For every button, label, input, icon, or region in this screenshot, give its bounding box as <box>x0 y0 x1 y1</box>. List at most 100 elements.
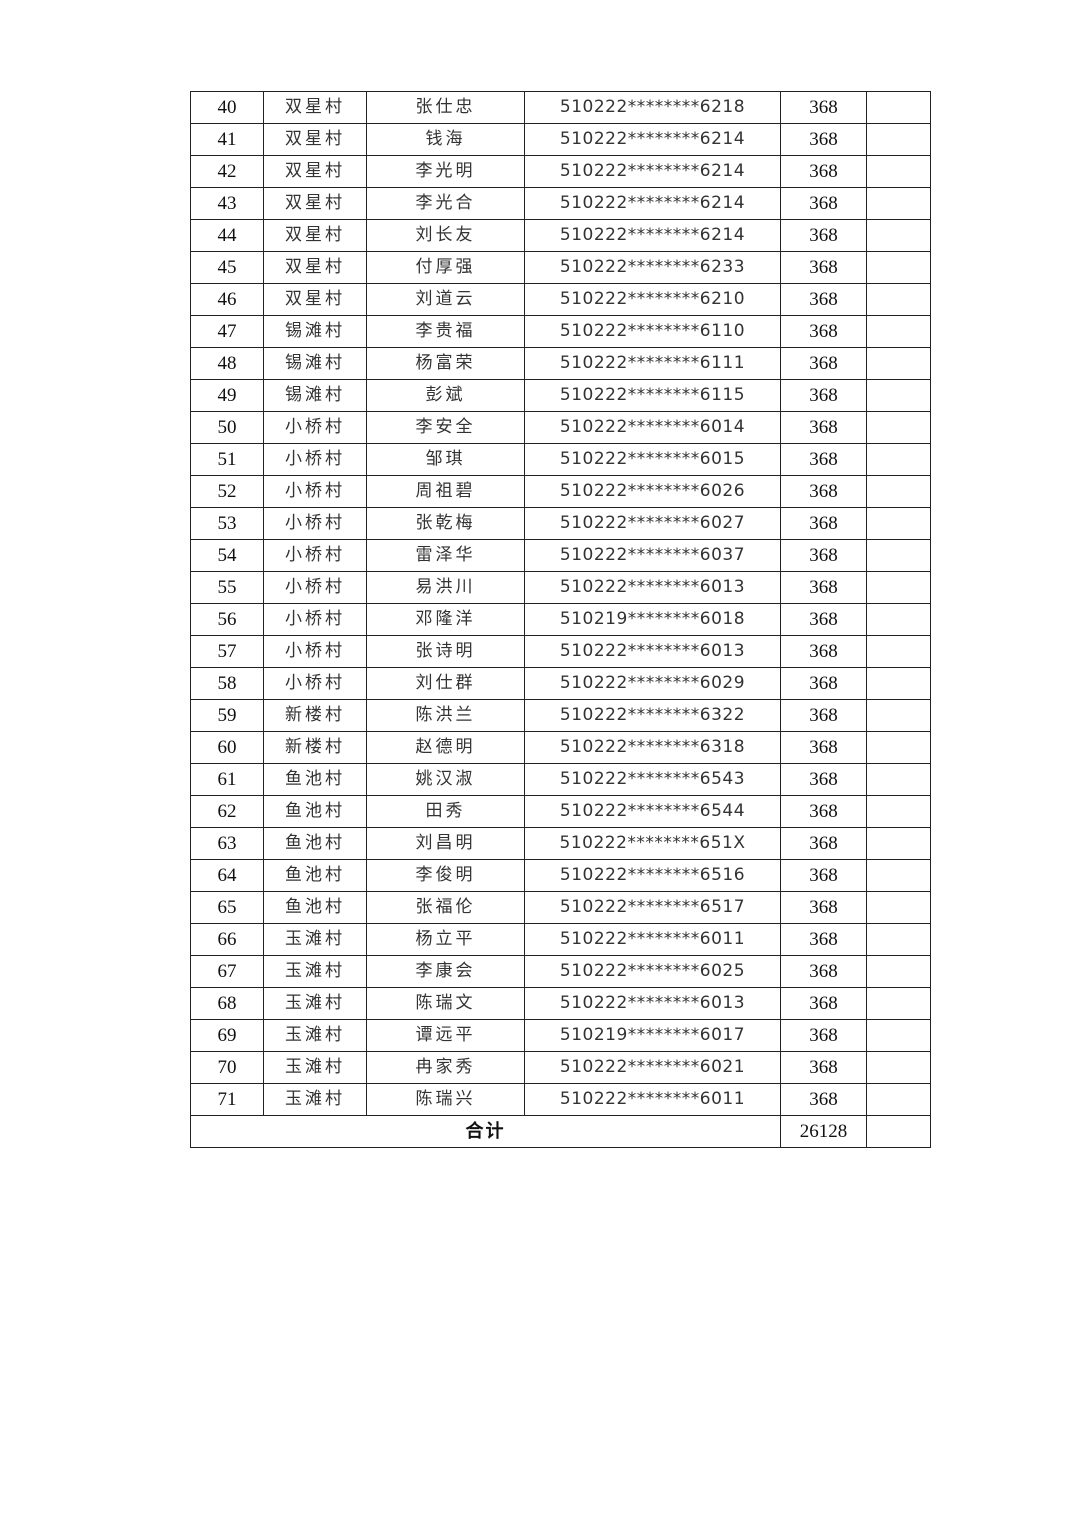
name-cell: 田秀 <box>366 795 525 828</box>
village-cell: 双星村 <box>263 123 367 156</box>
row-number: 63 <box>190 827 264 860</box>
id-number-cell: 510222********6027 <box>524 507 781 540</box>
village-cell: 小桥村 <box>263 411 367 444</box>
id-number-cell: 510222********6517 <box>524 891 781 924</box>
row-number: 55 <box>190 571 264 604</box>
remark-cell <box>866 187 931 220</box>
name-cell: 刘仕群 <box>366 667 525 700</box>
row-number: 62 <box>190 795 264 828</box>
remark-cell <box>866 1051 931 1084</box>
id-number-cell: 510222********6214 <box>524 187 781 220</box>
amount-cell: 368 <box>780 347 867 380</box>
amount-cell: 368 <box>780 923 867 956</box>
id-number-cell: 510222********6214 <box>524 155 781 188</box>
village-cell: 小桥村 <box>263 603 367 636</box>
remark-cell <box>866 603 931 636</box>
row-number: 58 <box>190 667 264 700</box>
row-number: 70 <box>190 1051 264 1084</box>
table-row: 53 小桥村 张乾梅 510222********6027 368 <box>190 507 931 540</box>
name-cell: 李康会 <box>366 955 525 988</box>
remark-cell <box>866 155 931 188</box>
amount-cell: 368 <box>780 475 867 508</box>
remark-cell <box>866 699 931 732</box>
id-number-cell: 510222********6322 <box>524 699 781 732</box>
remark-cell <box>866 955 931 988</box>
row-number: 59 <box>190 699 264 732</box>
name-cell: 刘昌明 <box>366 827 525 860</box>
amount-cell: 368 <box>780 379 867 412</box>
name-cell: 雷泽华 <box>366 539 525 572</box>
remark-cell <box>866 91 931 124</box>
remark-cell <box>866 379 931 412</box>
village-cell: 小桥村 <box>263 667 367 700</box>
remark-cell <box>866 1083 931 1116</box>
amount-cell: 368 <box>780 731 867 764</box>
table-row: 56 小桥村 邓隆洋 510219********6018 368 <box>190 603 931 636</box>
row-number: 44 <box>190 219 264 252</box>
id-number-cell: 510222********6021 <box>524 1051 781 1084</box>
row-number: 61 <box>190 763 264 796</box>
village-cell: 玉滩村 <box>263 1019 367 1052</box>
table-row: 51 小桥村 邹琪 510222********6015 368 <box>190 443 931 476</box>
table-body: 40 双星村 张仕忠 510222********6218 368 41 双星村 钱海 5102… <box>190 91 931 1116</box>
village-cell: 小桥村 <box>263 539 367 572</box>
amount-cell: 368 <box>780 219 867 252</box>
row-number: 71 <box>190 1083 264 1116</box>
remark-cell <box>866 507 931 540</box>
table-row: 69 玉滩村 谭远平 510219********6017 368 <box>190 1019 931 1052</box>
village-cell: 玉滩村 <box>263 955 367 988</box>
village-cell: 小桥村 <box>263 475 367 508</box>
name-cell: 李光明 <box>366 155 525 188</box>
row-number: 42 <box>190 155 264 188</box>
amount-cell: 368 <box>780 891 867 924</box>
remark-cell <box>866 219 931 252</box>
id-number-cell: 510222********6210 <box>524 283 781 316</box>
amount-cell: 368 <box>780 571 867 604</box>
amount-cell: 368 <box>780 763 867 796</box>
row-number: 57 <box>190 635 264 668</box>
id-number-cell: 510222********6543 <box>524 763 781 796</box>
remark-cell <box>866 667 931 700</box>
amount-cell: 368 <box>780 827 867 860</box>
amount-cell: 368 <box>780 507 867 540</box>
table-row: 42 双星村 李光明 510222********6214 368 <box>190 155 931 188</box>
village-cell: 小桥村 <box>263 507 367 540</box>
village-cell: 双星村 <box>263 91 367 124</box>
table-row: 67 玉滩村 李康会 510222********6025 368 <box>190 955 931 988</box>
id-number-cell: 510222********6218 <box>524 91 781 124</box>
id-number-cell: 510222********6029 <box>524 667 781 700</box>
row-number: 53 <box>190 507 264 540</box>
row-number: 50 <box>190 411 264 444</box>
table-row: 40 双星村 张仕忠 510222********6218 368 <box>190 91 931 124</box>
row-number: 54 <box>190 539 264 572</box>
remark-cell <box>866 987 931 1020</box>
name-cell: 李贵福 <box>366 315 525 348</box>
table-row: 60 新楼村 赵德明 510222********6318 368 <box>190 731 931 764</box>
id-number-cell: 510222********6026 <box>524 475 781 508</box>
village-cell: 双星村 <box>263 187 367 220</box>
amount-cell: 368 <box>780 411 867 444</box>
name-cell: 陈瑞文 <box>366 987 525 1020</box>
row-number: 41 <box>190 123 264 156</box>
village-cell: 鱼池村 <box>263 795 367 828</box>
name-cell: 姚汉淑 <box>366 763 525 796</box>
amount-cell: 368 <box>780 155 867 188</box>
amount-cell: 368 <box>780 667 867 700</box>
id-number-cell: 510222********6037 <box>524 539 781 572</box>
table-row: 55 小桥村 易洪川 510222********6013 368 <box>190 571 931 604</box>
remark-cell <box>866 283 931 316</box>
table-row: 49 锡滩村 彭斌 510222********6115 368 <box>190 379 931 412</box>
table-row: 57 小桥村 张诗明 510222********6013 368 <box>190 635 931 668</box>
name-cell: 杨富荣 <box>366 347 525 380</box>
remark-cell <box>866 123 931 156</box>
table-row: 46 双星村 刘道云 510222********6210 368 <box>190 283 931 316</box>
village-cell: 锡滩村 <box>263 347 367 380</box>
name-cell: 张福伦 <box>366 891 525 924</box>
id-number-cell: 510222********6544 <box>524 795 781 828</box>
amount-cell: 368 <box>780 91 867 124</box>
amount-cell: 368 <box>780 283 867 316</box>
row-number: 52 <box>190 475 264 508</box>
remark-cell <box>866 891 931 924</box>
name-cell: 陈瑞兴 <box>366 1083 525 1116</box>
village-cell: 玉滩村 <box>263 987 367 1020</box>
